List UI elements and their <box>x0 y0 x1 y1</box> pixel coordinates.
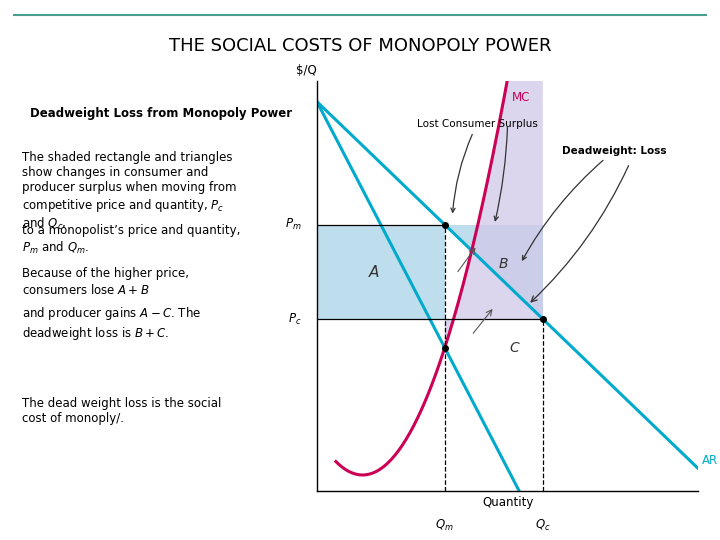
Text: $C$: $C$ <box>509 341 521 355</box>
Text: $P_m$: $P_m$ <box>285 217 302 232</box>
Polygon shape <box>445 0 543 348</box>
Text: to a monopolist’s price and quantity,
$P_m$ and $Q_m$.: to a monopolist’s price and quantity, $P… <box>22 224 240 255</box>
Text: Deadweight Loss from Monopoly Power: Deadweight Loss from Monopoly Power <box>30 107 292 120</box>
Text: $A$: $A$ <box>368 264 380 280</box>
Text: $P_c$: $P_c$ <box>288 312 302 327</box>
X-axis label: Quantity: Quantity <box>482 496 534 509</box>
Text: Lost Consumer Surplus: Lost Consumer Surplus <box>417 119 538 212</box>
Text: $/Q: $/Q <box>296 64 317 77</box>
Text: THE SOCIAL COSTS OF MONOPOLY POWER: THE SOCIAL COSTS OF MONOPOLY POWER <box>168 37 552 55</box>
Text: Deadweight: Loss: Deadweight: Loss <box>523 146 667 260</box>
Text: $Q_m$: $Q_m$ <box>436 518 454 533</box>
Polygon shape <box>317 225 445 319</box>
Text: $Q_c$: $Q_c$ <box>535 518 551 533</box>
Text: The shaded rectangle and triangles
show changes in consumer and
producer surplus: The shaded rectangle and triangles show … <box>22 151 236 232</box>
Polygon shape <box>445 225 543 319</box>
Text: AR: AR <box>702 454 719 467</box>
Text: $B$: $B$ <box>498 256 508 271</box>
Text: The dead weight loss is the social
cost of monoply/.: The dead weight loss is the social cost … <box>22 397 221 425</box>
Text: MC: MC <box>512 91 530 104</box>
Text: and producer gains $A − C$. The
deadweight loss is $B + C$.: and producer gains $A − C$. The deadweig… <box>22 305 201 341</box>
Text: Because of the higher price,
consumers lose $A + B$: Because of the higher price, consumers l… <box>22 267 189 296</box>
